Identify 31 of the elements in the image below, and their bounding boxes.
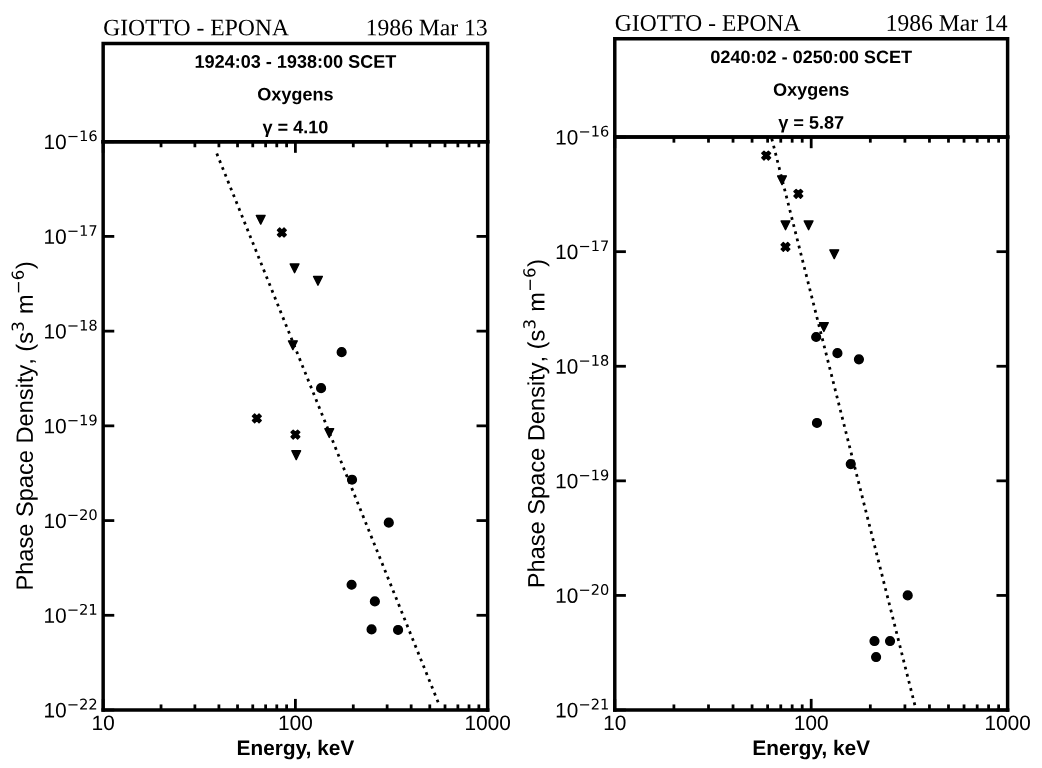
y-tick-label: 10$^{−16}$	[556, 125, 609, 145]
y-axis-title: Phase Space Density, (s$^{3}$ m$^{−6}$)	[523, 260, 550, 587]
y-tick-label: 10$^{−18}$	[45, 319, 97, 339]
y-tick-label: 10$^{−17}$	[556, 240, 609, 260]
y-tick-label: 10$^{−21}$	[45, 603, 97, 623]
y-tick-label: 10$^{−18}$	[556, 354, 609, 374]
x-tick-label: 1000	[986, 715, 1030, 731]
y-tick-label: 10$^{−19}$	[45, 414, 97, 434]
chart-title: GIOTTO - EPONA	[615, 15, 801, 31]
y-tick-label: 10$^{−17}$	[45, 225, 97, 245]
y-tick-label: 10$^{−19}$	[556, 469, 609, 489]
text: 0240:02 - 0250:00 SCET	[711, 50, 912, 64]
x-tick-label: 100	[795, 715, 828, 731]
chart-subtitle: 1986 Mar 14	[887, 14, 1008, 31]
text: 1924:03 - 1938:00 SCET	[195, 55, 397, 68]
chart-subtitle: 1986 Mar 13	[367, 19, 487, 36]
x-tick-label: 100	[279, 715, 312, 731]
x-axis-title: Energy, keV	[237, 739, 355, 760]
text: γ = 4.10	[262, 120, 328, 137]
x-axis-title: Energy, keV	[753, 739, 870, 760]
text: Oxygens	[773, 83, 849, 100]
y-tick-label: 10$^{−16}$	[45, 130, 97, 150]
x-tick-label: 10	[93, 715, 114, 731]
y-axis-title: Phase Space Density, (s$^{3}$ m$^{−6}$)	[11, 262, 38, 589]
text: γ = 5.87	[778, 116, 844, 133]
x-tick-label: 1000	[466, 715, 511, 731]
y-tick-label: 10$^{−20}$	[556, 584, 609, 604]
chart-title: GIOTTO - EPONA	[104, 19, 289, 36]
x-tick-label: 10	[604, 715, 626, 731]
y-tick-label: 10$^{−20}$	[45, 509, 97, 529]
text: Oxygens	[258, 87, 333, 105]
